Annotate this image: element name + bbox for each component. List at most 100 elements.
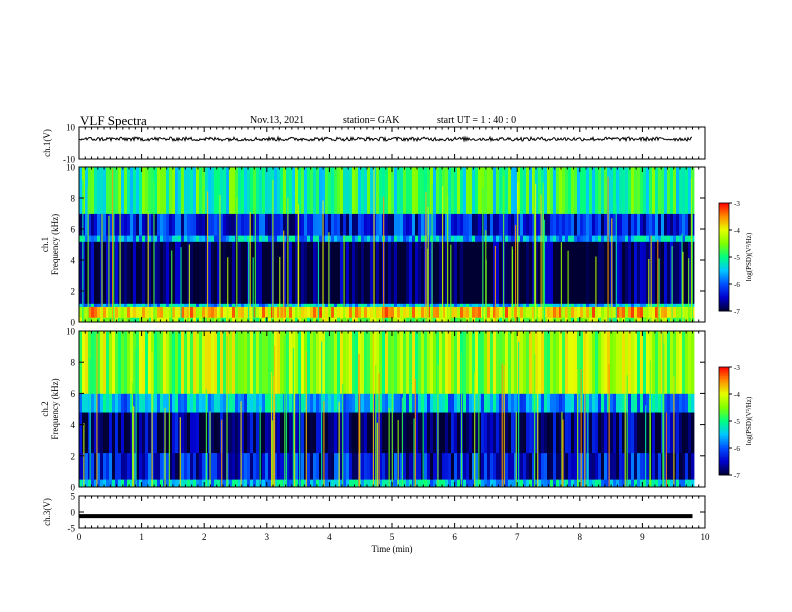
colorbar-step xyxy=(719,370,729,373)
spectrogram-cell xyxy=(88,306,92,318)
y-tick-label: 2 xyxy=(71,451,76,461)
spectrogram-cell xyxy=(553,331,557,394)
spectrogram-cell xyxy=(571,241,575,304)
spectrogram-cell xyxy=(685,393,689,413)
spectrogram-cell xyxy=(583,241,587,304)
spectrogram-cell xyxy=(85,235,89,242)
spectrogram-cell xyxy=(619,241,623,304)
spectrogram-cell xyxy=(544,412,548,454)
spectrogram-cell xyxy=(643,331,647,394)
spectrogram-cell xyxy=(664,317,668,323)
spectrogram-cell xyxy=(421,235,425,242)
spectrogram-cell xyxy=(643,213,647,236)
spectrogram-cell xyxy=(616,167,620,214)
spectrogram-cell xyxy=(538,235,542,242)
spectrogram-cell xyxy=(283,235,287,242)
y-tick-label: 6 xyxy=(71,225,76,235)
spectrogram-cell xyxy=(163,306,167,318)
spectrogram-cell xyxy=(490,479,494,488)
spectrogram-cell xyxy=(664,303,668,307)
spectrogram-cell xyxy=(646,317,650,323)
spectrogram-cell xyxy=(142,412,146,454)
spectrogram-cell xyxy=(385,479,389,488)
spectrogram-cell xyxy=(184,479,188,488)
spectrogram-cell xyxy=(448,213,452,236)
spectrogram-cell xyxy=(445,306,449,318)
x-tick-label: 5 xyxy=(390,532,395,542)
station-label: station= GAK xyxy=(343,115,400,126)
spectrogram-cell xyxy=(691,393,695,413)
spectrogram-cell xyxy=(439,317,443,323)
spectrogram-cell xyxy=(406,213,410,236)
spectrogram-cell xyxy=(403,303,407,307)
y-tick-label: 5 xyxy=(71,492,76,502)
spectrogram-cell xyxy=(649,213,653,236)
spectrogram-cell xyxy=(670,213,674,236)
spectrogram-cell xyxy=(151,235,155,242)
spectrogram-cell xyxy=(445,452,449,480)
spectrogram-cell xyxy=(616,213,620,236)
spectrogram-cell xyxy=(556,331,560,394)
spectrogram-cell xyxy=(613,213,617,236)
spectrogram-cell xyxy=(517,317,521,323)
spectrogram-cell xyxy=(238,306,242,318)
spectrogram-streak xyxy=(209,411,211,487)
spectrogram-cell xyxy=(595,479,599,488)
spectrogram-cell xyxy=(124,393,128,413)
spectrogram-cell xyxy=(562,213,566,236)
spectrogram-cell xyxy=(256,452,260,480)
spectrogram-cell xyxy=(325,235,329,242)
spectrogram-cell xyxy=(652,306,656,318)
spectrogram-cell xyxy=(178,303,182,307)
spectrogram-cell xyxy=(502,331,506,394)
spectrogram-cell xyxy=(415,331,419,394)
spectrogram-cell xyxy=(520,306,524,318)
spectrogram-cell xyxy=(175,213,179,236)
spectrogram-cell xyxy=(256,412,260,454)
spectrogram-cell xyxy=(619,306,623,318)
spectrogram-cell xyxy=(532,167,536,214)
spectrogram-cell xyxy=(637,479,641,488)
spectrogram-cell xyxy=(187,331,191,394)
spectrogram-cell xyxy=(334,235,338,242)
spectrogram-cell xyxy=(292,213,296,236)
spectrogram-cell xyxy=(352,331,356,394)
spectrogram-cell xyxy=(445,167,449,214)
spectrogram-cell xyxy=(556,213,560,236)
spectrogram-cell xyxy=(187,393,191,413)
spectrogram-cell xyxy=(475,213,479,236)
spectrogram-cell xyxy=(136,303,140,307)
colorbar-step xyxy=(719,275,729,278)
spectrogram-cell xyxy=(346,167,350,214)
spectrogram-cell xyxy=(277,303,281,307)
spectrogram-cell xyxy=(466,412,470,454)
spectrogram-cell xyxy=(211,412,215,454)
spectrogram-cell xyxy=(172,241,176,304)
spectrogram-cell xyxy=(586,303,590,307)
spectrogram-cell xyxy=(340,167,344,214)
spectrogram-cell xyxy=(523,235,527,242)
colorbar-tick-label: -3 xyxy=(734,364,740,372)
spectrogram-cell xyxy=(250,241,254,304)
spectrogram-cell xyxy=(220,393,224,413)
spectrogram-cell xyxy=(238,241,242,304)
spectrogram-cell xyxy=(631,412,635,454)
spectrogram-cell xyxy=(397,393,401,413)
spectrogram-cell xyxy=(631,303,635,307)
spectrogram-cell xyxy=(631,306,635,318)
spectrogram-cell xyxy=(655,235,659,242)
spectrogram-cell xyxy=(256,479,260,488)
spectrogram-streak xyxy=(317,238,320,322)
spectrogram-cell xyxy=(121,331,125,394)
spectrogram-cell xyxy=(181,479,185,488)
spectrogram-cell xyxy=(229,331,233,394)
spectrogram-cell xyxy=(667,167,671,214)
spectrogram-cell xyxy=(670,331,674,394)
colorbar-step xyxy=(719,444,729,447)
spectrogram-cell xyxy=(211,306,215,318)
spectrogram-streak xyxy=(292,348,295,487)
spectrogram-cell xyxy=(661,317,665,323)
spectrogram-cell xyxy=(193,317,197,323)
spectrogram-cell xyxy=(562,393,566,413)
spectrogram-cell xyxy=(289,213,293,236)
